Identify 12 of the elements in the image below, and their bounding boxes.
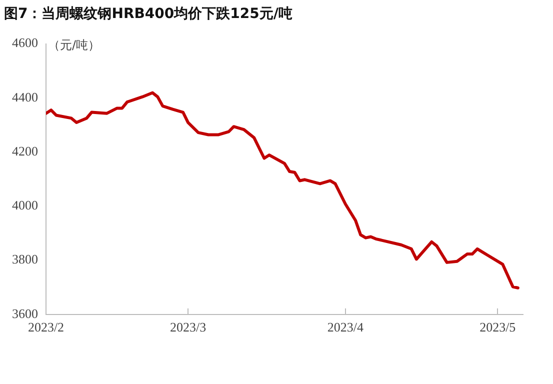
x-tick-label: 2023/5: [480, 320, 516, 335]
y-tick-label: 4000: [12, 198, 38, 213]
chart-title: 图7：当周螺纹钢HRB400均价下跌125元/吨: [3, 5, 294, 24]
y-tick-label: 3600: [12, 306, 38, 321]
y-tick-label: 3800: [12, 252, 38, 267]
y-tick-label: 4600: [12, 35, 38, 50]
y-tick-label: 4200: [12, 143, 38, 158]
x-tick-label: 2023/3: [170, 320, 206, 335]
y-axis-title: （元/吨）: [48, 38, 100, 52]
x-tick-label: 2023/2: [28, 320, 64, 335]
x-tick-label: 2023/4: [327, 320, 364, 335]
y-tick-label: 4400: [12, 89, 38, 104]
